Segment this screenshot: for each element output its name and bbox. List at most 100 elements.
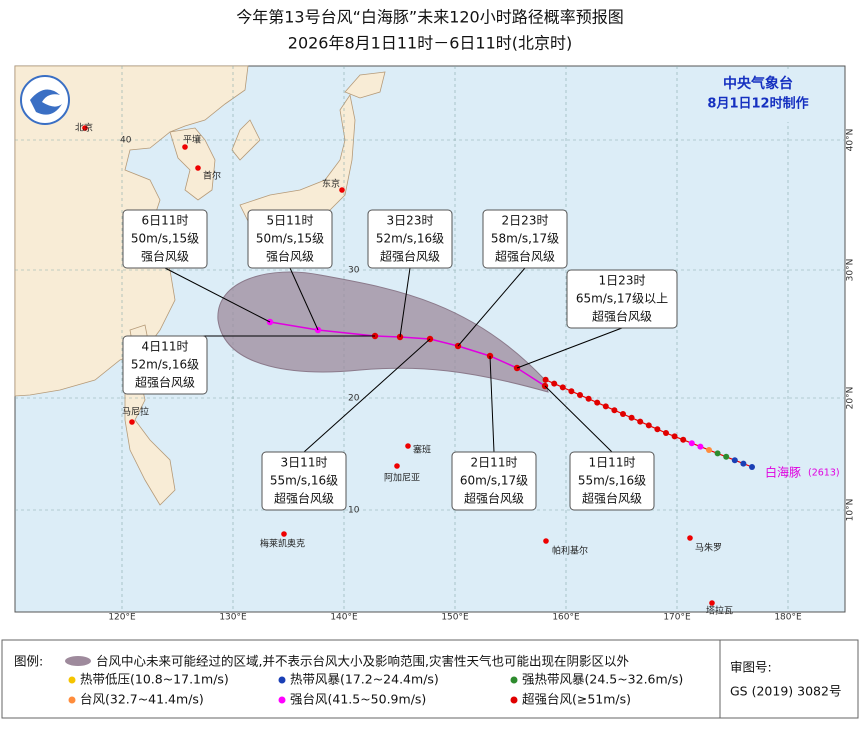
cma-logo	[20, 75, 70, 125]
past-point	[654, 426, 661, 433]
city-label: 阿加尼亚	[384, 473, 420, 484]
past-point	[551, 380, 558, 387]
legend-box	[1, 639, 859, 719]
callout-box	[122, 335, 208, 395]
city-dot	[82, 125, 88, 131]
callout-wind: 52m/s,16级	[376, 232, 444, 246]
legend-cone-icon	[65, 656, 91, 666]
callout-wind: 55m/s,16级	[578, 474, 646, 488]
lon-label: 140°E	[330, 613, 358, 623]
city-dot	[687, 535, 693, 541]
legend-dot	[68, 696, 76, 704]
typhoon-number: (2613)	[808, 468, 840, 479]
callout-box	[566, 269, 678, 329]
past-point	[749, 464, 755, 470]
callout-box	[451, 451, 537, 511]
lon-label: 130°E	[219, 613, 247, 623]
callout-wind: 65m/s,17级以上	[576, 292, 668, 306]
agency-bg	[690, 70, 840, 122]
agency-name: 中央气象台	[723, 75, 793, 92]
past-point	[740, 460, 747, 467]
lat-label: 30°N	[846, 259, 856, 282]
callout-time: 4日11时	[142, 340, 189, 354]
past-point	[585, 395, 592, 402]
city-dot	[281, 531, 287, 537]
past-point	[568, 388, 575, 395]
legend-item: 强热带风暴(24.5~32.6m/s)	[522, 672, 683, 687]
callout-box	[122, 209, 208, 269]
city-label: 首尔	[203, 170, 221, 182]
lon-label: 180°E	[774, 613, 802, 623]
map: 120°E 130°E 140°E 150°E 160°E 170°E 180°E 40°N 4…	[14, 65, 856, 623]
land-korea	[169, 127, 216, 201]
city-label: 梅莱凯奥克	[260, 538, 305, 550]
city-label: 北京	[75, 122, 93, 134]
legend-item: 热带风暴(17.2~24.4m/s)	[290, 672, 439, 687]
callout-box	[569, 451, 655, 511]
callout-line	[399, 267, 411, 338]
past-point	[706, 447, 712, 453]
lon-label: 170°E	[663, 613, 691, 623]
past-point	[602, 403, 609, 410]
callout-box	[367, 209, 453, 269]
issue-time: 8月1日12时制作	[707, 96, 808, 112]
approval-label: 审图号:	[730, 660, 772, 675]
legend-cone: 台风中心未来可能经过的区域,并不表示台风大小及影响范围,灾害性天气也可能出现在阴…	[96, 654, 629, 669]
legend-item: 热带低压(10.8~17.1m/s)	[80, 672, 229, 687]
past-point	[620, 411, 626, 417]
callout-time: 6日11时	[142, 214, 189, 228]
callout-category: 超强台风级	[380, 249, 440, 264]
callout-time: 1日23时	[599, 274, 646, 288]
past-point	[671, 433, 678, 440]
legend-dot	[510, 696, 518, 704]
grid-label: 10	[348, 506, 360, 516]
past-point	[714, 450, 721, 457]
callout-category: 超强台风级	[274, 491, 334, 506]
callout-category: 超强台风级	[582, 491, 642, 506]
legend-label: 图例:	[14, 654, 43, 669]
callout-time: 5日11时	[267, 214, 314, 228]
past-point	[663, 430, 669, 436]
callout-line	[289, 267, 319, 331]
lat-label: 20°N	[846, 387, 856, 410]
callout-category: 强台风级	[266, 249, 314, 264]
past-point	[559, 384, 566, 391]
approval-number: GS (2019) 3082号	[730, 684, 841, 699]
city-label: 东京	[322, 178, 340, 190]
callout-line	[164, 267, 271, 323]
city-dot	[129, 419, 135, 425]
city-label: 马尼拉	[122, 406, 149, 418]
callout-wind: 52m/s,16级	[131, 358, 199, 372]
city-dot	[195, 165, 201, 171]
callout-wind: 58m/s,17级	[491, 232, 559, 246]
city-label: 马朱罗	[695, 542, 722, 554]
callout-wind: 50m/s,15级	[256, 232, 324, 246]
callout-category: 超强台风级	[592, 309, 652, 324]
callout-line	[303, 338, 431, 453]
title: 今年第13号台风“白海豚”未来120小时路径概率预报图	[236, 8, 623, 27]
callout-category: 超强台风级	[135, 375, 195, 390]
city-dot	[543, 538, 549, 544]
legend-dot	[68, 676, 76, 684]
callout-category: 超强台风级	[495, 249, 555, 264]
callout-line	[544, 385, 613, 453]
legend-dot	[510, 676, 518, 684]
lon-label: 160°E	[552, 613, 580, 623]
city-dot	[709, 600, 715, 606]
past-point	[723, 453, 730, 460]
lon-label: 120°E	[108, 613, 136, 623]
callout-time: 2日23时	[502, 214, 549, 228]
callout-time: 1日11时	[589, 456, 636, 470]
past-point	[637, 418, 644, 425]
grid-label: 20	[348, 394, 360, 404]
callout-box	[482, 209, 568, 269]
callout-line	[489, 355, 495, 453]
typhoon-name: 白海豚	[765, 465, 801, 480]
legend-dot	[278, 696, 286, 704]
past-point	[731, 457, 738, 464]
callout-box	[261, 451, 347, 511]
past-point	[594, 399, 601, 406]
past-point	[542, 376, 549, 383]
legend-item: 台风(32.7~41.4m/s)	[80, 692, 204, 707]
